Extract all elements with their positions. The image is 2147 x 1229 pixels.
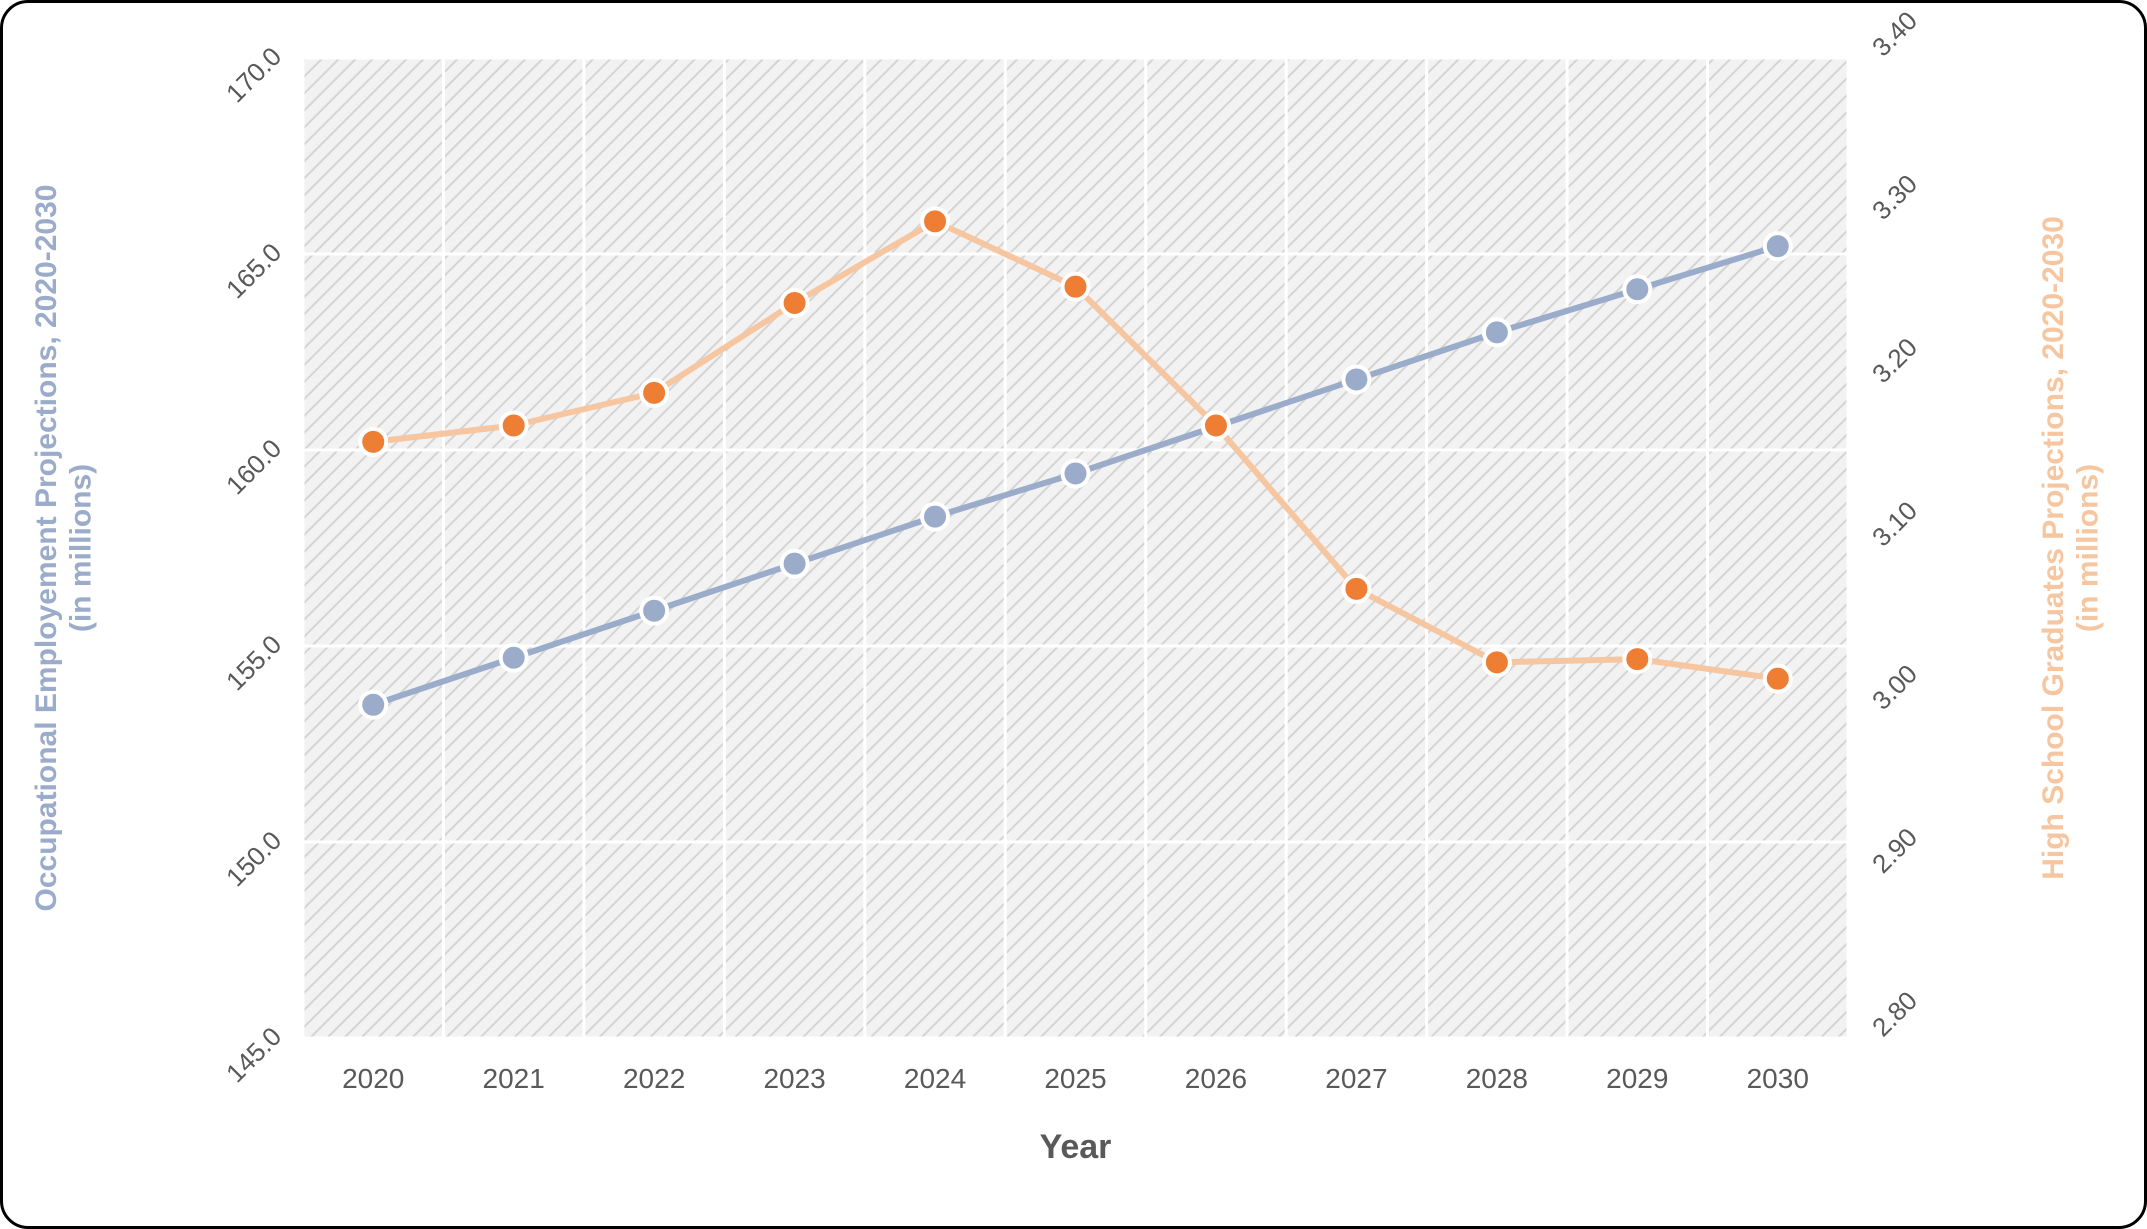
y-left-tick-label: 160.0 — [220, 433, 287, 500]
svg-text:(in millions): (in millions) — [2071, 464, 2104, 632]
svg-text:High School Graduates Projecti: High School Graduates Projections, 2020-… — [2037, 216, 2070, 880]
y-right-axis-title: High School Graduates Projections, 2020-… — [2037, 216, 2105, 880]
svg-text:(in millions): (in millions) — [64, 464, 97, 632]
series-marker — [1765, 233, 1791, 259]
series-marker — [1484, 319, 1510, 345]
y-left-tick-label: 145.0 — [220, 1021, 287, 1088]
series-marker — [501, 645, 527, 671]
x-axis-title: Year — [1040, 1128, 1112, 1166]
series-marker — [641, 380, 667, 406]
x-tick-label: 2029 — [1606, 1063, 1668, 1094]
x-tick-label: 2027 — [1325, 1063, 1387, 1094]
series-marker — [360, 429, 386, 455]
y-left-tick-label: 170.0 — [220, 41, 287, 108]
y-right-tick-label: 2.80 — [1866, 985, 1923, 1042]
x-tick-label: 2024 — [904, 1063, 966, 1094]
series-marker — [1343, 366, 1369, 392]
y-right-tick-label: 2.90 — [1866, 822, 1923, 879]
y-right-tick-label: 3.20 — [1866, 332, 1923, 389]
series-marker — [1343, 576, 1369, 602]
series-marker — [922, 504, 948, 530]
x-tick-label: 2020 — [342, 1063, 404, 1094]
series-marker — [1765, 666, 1791, 692]
series-marker — [1063, 461, 1089, 487]
y-left-tick-label: 150.0 — [220, 825, 287, 892]
y-left-axis-title: Occupational Employement Projections, 20… — [30, 185, 98, 912]
series-marker — [1624, 276, 1650, 302]
x-tick-label: 2025 — [1044, 1063, 1106, 1094]
y-right-tick-label: 3.10 — [1866, 495, 1923, 552]
series-marker — [360, 692, 386, 718]
series-marker — [782, 290, 808, 316]
y-right-tick-label: 3.00 — [1866, 659, 1923, 716]
x-tick-label: 2023 — [763, 1063, 825, 1094]
series-marker — [922, 208, 948, 234]
y-right-tick-label: 3.30 — [1866, 169, 1923, 226]
x-tick-label: 2028 — [1466, 1063, 1528, 1094]
series-marker — [1203, 413, 1229, 439]
y-left-tick-label: 165.0 — [220, 237, 287, 304]
series-marker — [1624, 646, 1650, 672]
x-tick-label: 2030 — [1747, 1063, 1809, 1094]
series-marker — [641, 598, 667, 624]
chart-container: 2020 2021 2022 2023 2024 2025 2026 2027 2028 2029… — [0, 0, 2147, 1229]
y-left-tick-label: 155.0 — [220, 629, 287, 696]
series-marker — [501, 413, 527, 439]
series-marker — [782, 551, 808, 577]
x-tick-label: 2021 — [483, 1063, 545, 1094]
x-tick-label: 2026 — [1185, 1063, 1247, 1094]
y-right-tick-label: 3.40 — [1866, 5, 1923, 62]
dual-axis-line-chart: 2020 2021 2022 2023 2024 2025 2026 2027 2028 2029… — [3, 3, 2147, 1229]
series-marker — [1484, 649, 1510, 675]
series-marker — [1063, 274, 1089, 300]
svg-text:Occupational Employement Proje: Occupational Employement Projections, 20… — [30, 185, 63, 912]
x-tick-label: 2022 — [623, 1063, 685, 1094]
plot-area — [303, 58, 1848, 1038]
